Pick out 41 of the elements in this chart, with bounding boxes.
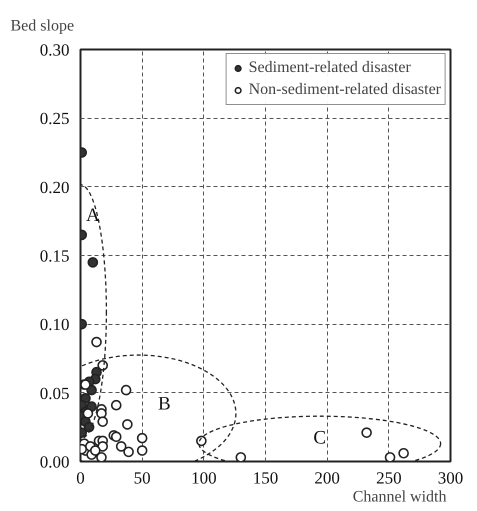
y-tick-label: 0.30 bbox=[40, 40, 70, 60]
point bbox=[120, 384, 132, 396]
x-tick-label: 200 bbox=[314, 468, 340, 488]
x-tick-label: 250 bbox=[376, 468, 402, 488]
point bbox=[116, 441, 126, 452]
legend-label: Non-sediment-related disaster bbox=[248, 81, 441, 99]
point bbox=[122, 419, 133, 430]
annotation: B bbox=[158, 393, 171, 414]
point bbox=[90, 445, 101, 456]
legend-label: Sediment-related disaster bbox=[248, 59, 411, 77]
point bbox=[91, 336, 102, 348]
x-tick-label: 300 bbox=[438, 468, 464, 488]
point bbox=[236, 452, 246, 462]
point bbox=[88, 257, 98, 268]
y-tick-label: 0.10 bbox=[40, 315, 70, 334]
point bbox=[123, 446, 134, 458]
point bbox=[361, 427, 372, 438]
point bbox=[82, 408, 94, 419]
point bbox=[136, 445, 148, 456]
x-tick-label: 50 bbox=[134, 468, 151, 488]
point bbox=[97, 416, 108, 427]
point bbox=[136, 432, 148, 444]
y-axis-title: Bed slope bbox=[10, 18, 74, 34]
y-tick-label: 0.25 bbox=[40, 109, 70, 128]
annotation: A bbox=[86, 205, 100, 226]
point bbox=[110, 431, 122, 442]
x-tick-label: 150 bbox=[252, 468, 278, 488]
y-tick-label: 0.05 bbox=[40, 384, 70, 403]
annotation: C bbox=[313, 428, 326, 449]
point bbox=[97, 441, 108, 452]
x-axis-title: Channel width bbox=[352, 488, 446, 506]
point bbox=[110, 400, 122, 410]
point bbox=[96, 452, 107, 462]
y-tick-label: 0.15 bbox=[40, 246, 70, 266]
point bbox=[398, 448, 409, 459]
point bbox=[196, 436, 207, 446]
y-tick-label: 0.00 bbox=[40, 452, 70, 472]
y-tick-label: 0.20 bbox=[40, 178, 70, 197]
x-tick-label: 0 bbox=[76, 468, 85, 488]
point bbox=[384, 452, 396, 462]
x-tick-label: 100 bbox=[191, 468, 217, 488]
